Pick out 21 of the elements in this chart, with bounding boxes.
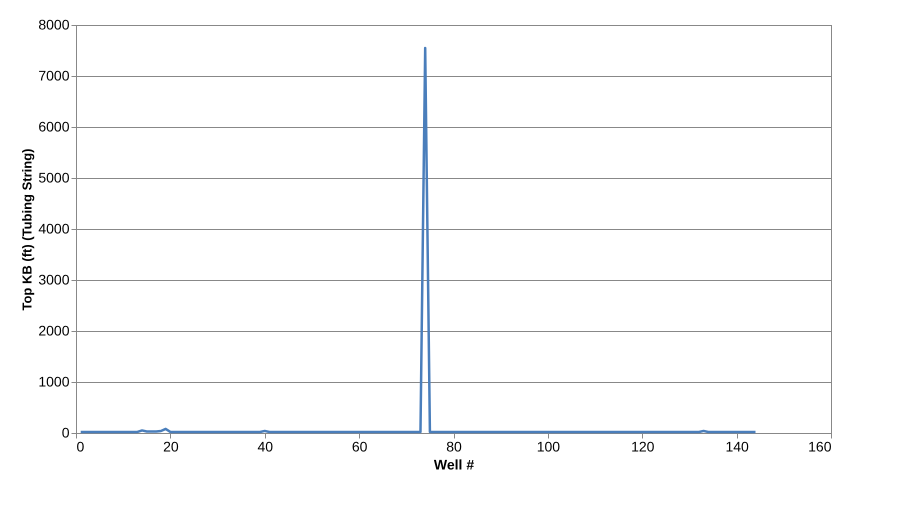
x-tick-label: 60 [352, 438, 368, 454]
x-tick-label: 160 [808, 438, 832, 454]
y-tick-label: 3000 [38, 272, 70, 288]
x-tick-label: 20 [163, 438, 179, 454]
y-tick-label: 0 [62, 424, 70, 440]
x-tick-label: 80 [446, 438, 462, 454]
y-tick-label: 5000 [38, 170, 70, 186]
x-tick-label: 0 [76, 438, 84, 454]
y-tick-label: 6000 [38, 118, 70, 134]
y-axis-title: Top KB (ft) (Tubing String) [19, 148, 34, 310]
x-axis-title: Well # [434, 456, 474, 472]
x-tick-label: 120 [631, 438, 655, 454]
y-tick-label: 4000 [38, 220, 70, 236]
x-tick-label: 100 [536, 438, 560, 454]
x-tick-label: 40 [257, 438, 274, 454]
y-tick-label: 1000 [38, 374, 70, 390]
y-tick-label: 7000 [38, 68, 70, 84]
y-tick-label: 2000 [38, 322, 70, 338]
line-series [79, 46, 757, 434]
y-tick-label: 8000 [38, 16, 70, 32]
x-tick-label: 140 [725, 438, 750, 454]
